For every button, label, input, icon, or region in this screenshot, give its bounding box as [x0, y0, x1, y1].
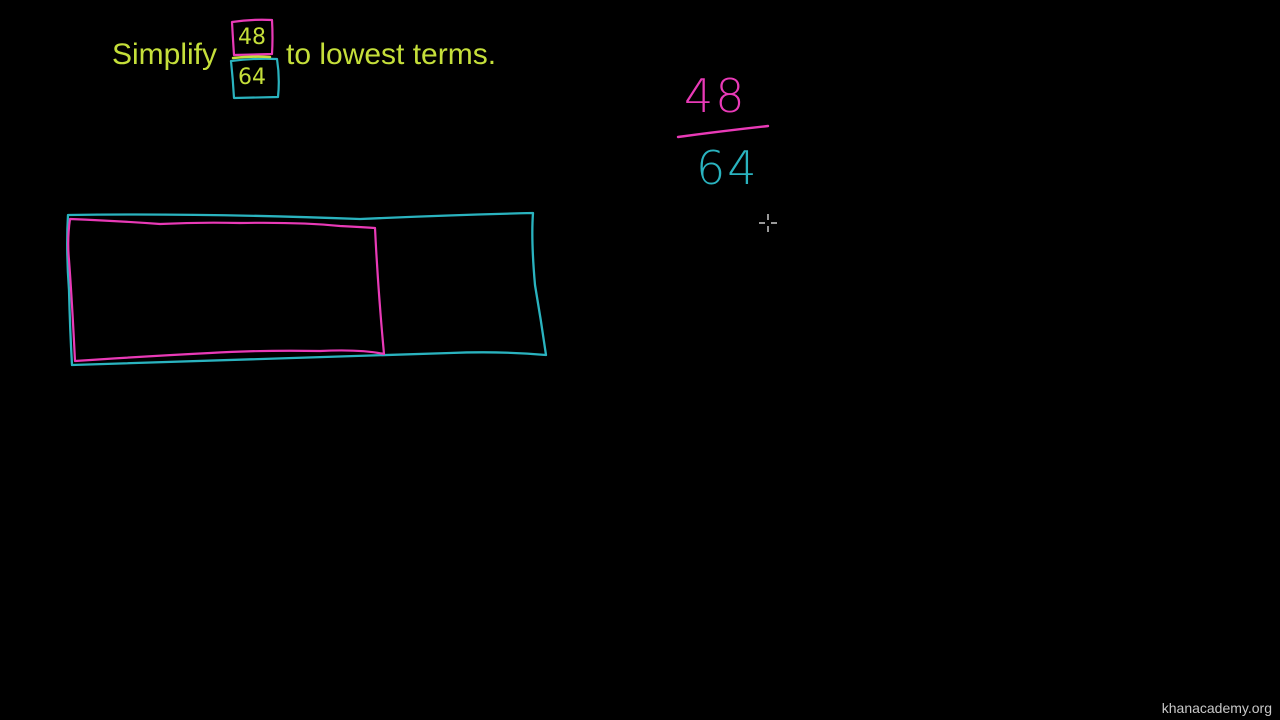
prompt-fraction-numerator: 48	[238, 25, 266, 50]
prompt-fraction-bar	[231, 55, 272, 60]
prompt-lowest-terms-text: to lowest terms.	[286, 38, 497, 71]
work-fraction-denominator: 64	[696, 141, 759, 195]
crosshair-cursor-icon	[759, 214, 777, 232]
denominator-highlight-box	[229, 57, 280, 100]
khanacademy-watermark: khanacademy.org	[1161, 700, 1272, 716]
prompt-fraction-denominator: 64	[238, 65, 266, 90]
prompt-simplify-text: Simplify	[112, 38, 218, 71]
work-fraction-numerator: 48	[684, 69, 747, 123]
shaded-portion-outline	[67, 217, 386, 363]
numerator-highlight-box	[230, 18, 274, 57]
work-fraction-bar	[676, 124, 770, 139]
whole-bar-outline	[66, 211, 548, 367]
